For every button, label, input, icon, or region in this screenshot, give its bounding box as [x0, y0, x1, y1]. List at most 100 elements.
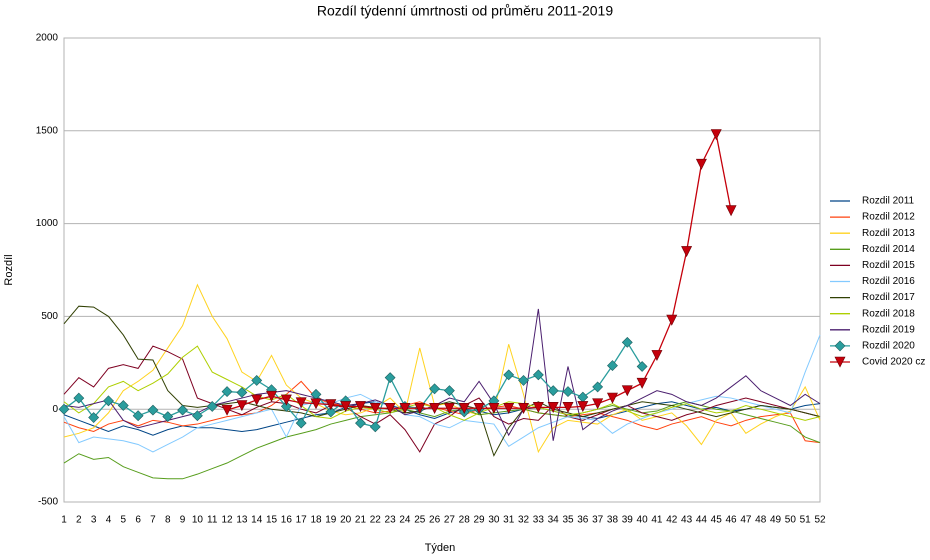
series-marker	[325, 406, 337, 418]
legend-label: Covid 2020 cz	[862, 357, 925, 368]
x-tick-label: 22	[370, 515, 382, 526]
x-tick-label: 32	[518, 515, 530, 526]
legend-label: Rozdil 2017	[862, 292, 915, 303]
y-tick-label: -500	[38, 497, 58, 508]
series-marker	[384, 402, 396, 414]
series-marker	[236, 387, 248, 398]
series-marker	[651, 350, 663, 362]
series-marker	[458, 402, 470, 414]
series-marker	[725, 205, 737, 217]
series-marker	[503, 402, 515, 414]
x-tick-label: 19	[325, 515, 337, 526]
series-marker	[607, 360, 618, 372]
x-tick-label: 5	[121, 515, 127, 526]
x-tick-label: 47	[740, 515, 752, 526]
x-tick-label: 10	[192, 515, 204, 526]
series-marker	[547, 402, 559, 414]
series-marker	[666, 314, 678, 326]
x-tick-label: 13	[236, 515, 248, 526]
series-marker	[251, 394, 263, 406]
x-axis-label: Týden	[425, 542, 456, 554]
x-tick-label: 27	[444, 515, 456, 526]
series-marker	[414, 402, 426, 414]
y-tick-label: 0	[52, 404, 58, 415]
x-tick-label: 46	[725, 515, 737, 526]
y-axis-label: Rozdíl	[3, 254, 15, 285]
series-marker	[384, 372, 396, 384]
x-tick-label: 2	[76, 515, 82, 526]
x-tick-label: 15	[266, 515, 278, 526]
series-marker	[532, 402, 544, 414]
series-marker	[577, 401, 589, 413]
x-tick-label: 36	[577, 515, 589, 526]
legend-label: Rozdil 2013	[862, 228, 915, 239]
series-marker	[710, 129, 722, 141]
series-marker	[73, 392, 85, 404]
series-marker	[399, 402, 411, 414]
legend-label: Rozdil 2019	[862, 324, 915, 335]
x-tick-label: 11	[207, 515, 218, 526]
x-tick-label: 40	[637, 515, 649, 526]
series-marker	[177, 404, 189, 416]
x-tick-label: 6	[135, 515, 141, 526]
series-marker	[518, 375, 529, 386]
series-marker	[443, 385, 455, 397]
x-tick-label: 41	[651, 515, 663, 526]
series-marker	[532, 369, 544, 381]
x-tick-label: 37	[592, 515, 604, 526]
series-marker	[191, 410, 203, 422]
x-tick-label: 23	[385, 515, 397, 526]
x-tick-label: 49	[770, 515, 782, 526]
series-marker	[681, 246, 693, 258]
series-marker	[162, 411, 174, 423]
series-line	[63, 308, 821, 441]
x-tick-label: 35	[562, 515, 574, 526]
x-tick-label: 52	[814, 515, 826, 526]
legend-label: Rozdil 2016	[862, 276, 915, 287]
x-tick-label: 18	[310, 515, 322, 526]
series-marker	[147, 404, 159, 416]
series-marker	[251, 375, 263, 386]
x-tick-label: 8	[165, 515, 171, 526]
series-marker	[636, 377, 648, 389]
series-line	[63, 401, 821, 436]
legend-label: Rozdil 2015	[862, 260, 915, 271]
series-marker	[117, 400, 129, 411]
series-marker	[266, 390, 278, 402]
x-tick-label: 17	[296, 515, 308, 526]
x-tick-label: 7	[150, 515, 156, 526]
series-marker	[429, 383, 441, 395]
series-marker	[488, 402, 500, 414]
x-tick-label: 9	[180, 515, 186, 526]
series-marker	[695, 158, 707, 170]
series-marker	[562, 402, 574, 414]
series-marker	[547, 385, 559, 397]
series-marker	[221, 404, 233, 416]
series-marker	[503, 369, 515, 381]
legend-marker	[834, 340, 846, 352]
series-line	[63, 341, 643, 428]
series-line	[63, 345, 821, 453]
plot-frame	[63, 37, 821, 503]
legend-label: Rozdil 2018	[862, 308, 915, 319]
y-tick-label: 500	[41, 311, 58, 322]
x-tick-label: 16	[281, 515, 293, 526]
series-marker	[621, 385, 633, 397]
x-tick-label: 51	[800, 515, 812, 526]
series-marker	[280, 394, 292, 406]
series-marker	[221, 386, 233, 397]
x-tick-label: 39	[622, 515, 634, 526]
series-marker	[592, 398, 604, 410]
series-line	[63, 334, 821, 453]
y-tick-label: 1500	[36, 125, 59, 136]
x-tick-label: 3	[91, 515, 97, 526]
series-marker	[562, 386, 574, 397]
series-marker	[132, 410, 144, 422]
x-tick-label: 1	[61, 515, 67, 526]
legend-label: Rozdil 2014	[862, 244, 915, 255]
x-tick-label: 43	[681, 515, 693, 526]
x-tick-label: 12	[221, 515, 233, 526]
x-tick-label: 48	[755, 515, 767, 526]
series-marker	[577, 391, 589, 403]
